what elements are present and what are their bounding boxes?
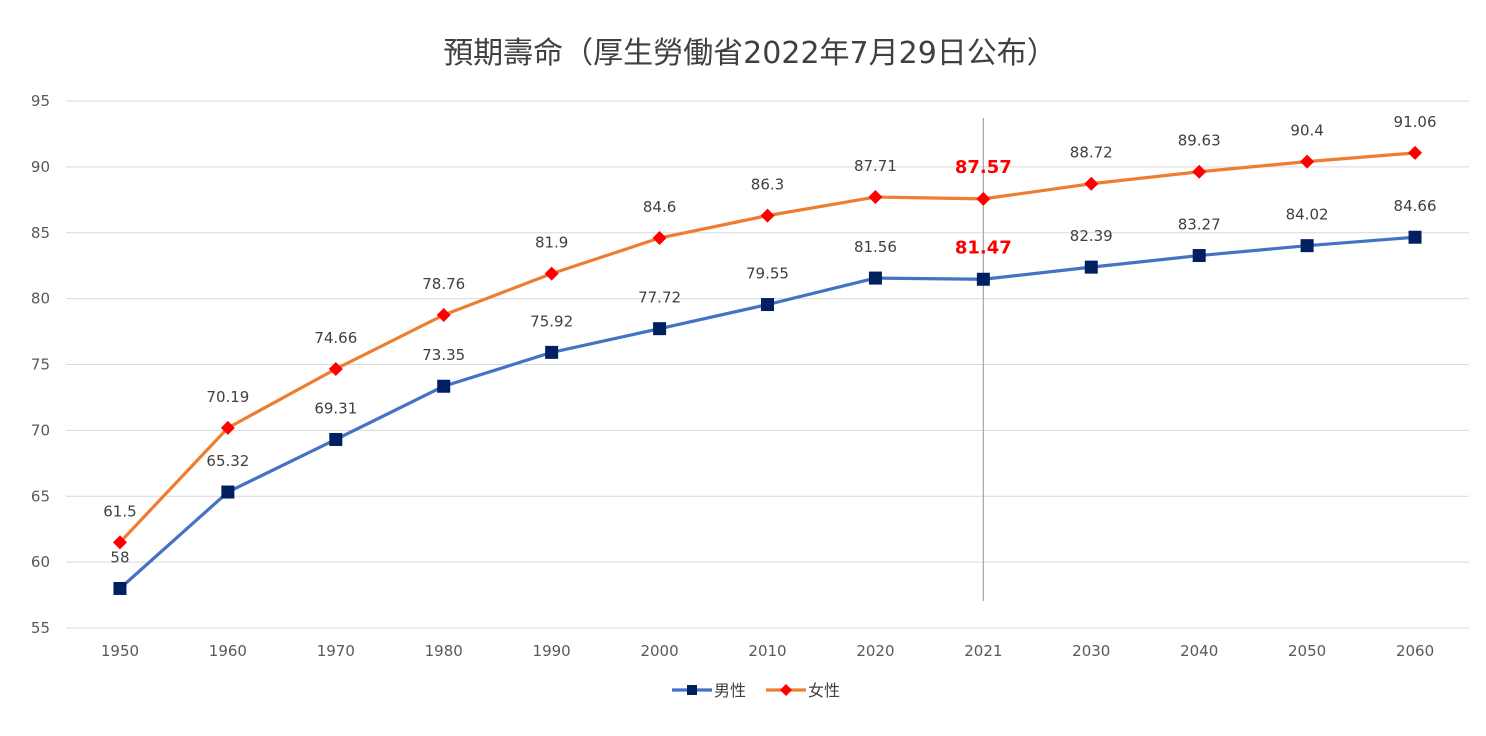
- chart-title: 預期壽命（厚生勞働省2022年7月29日公布）: [443, 36, 1057, 71]
- data-label: 78.76: [422, 275, 465, 293]
- data-label: 74.66: [314, 329, 357, 347]
- data-point: [436, 307, 451, 322]
- data-point: [1408, 145, 1423, 160]
- data-label: 75.92: [530, 312, 573, 330]
- data-label-layer: 58 65.32 69.31 73.35 75.92 77.72 79.55 81.56 81.…: [103, 113, 1436, 567]
- x-tick-label: 1970: [317, 642, 355, 660]
- y-tick-label: 90: [31, 158, 50, 176]
- data-label: 70.19: [206, 388, 249, 406]
- x-tick-label: 1950: [101, 642, 139, 660]
- data-label: 82.39: [1070, 227, 1113, 245]
- data-point: [868, 190, 883, 205]
- data-point: [761, 298, 774, 312]
- data-point: [437, 379, 451, 393]
- data-label: 87.57: [955, 157, 1012, 178]
- data-label: 90.4: [1290, 122, 1323, 140]
- x-tick-label: 1960: [209, 642, 247, 660]
- data-point: [329, 432, 343, 446]
- y-axis-ticks: 55 60 65 70 75 80 85 90 95: [31, 92, 50, 637]
- data-label: 84.6: [643, 198, 676, 216]
- y-tick-label: 85: [31, 224, 50, 242]
- data-label: 84.02: [1286, 206, 1329, 224]
- data-label: 81.9: [535, 234, 568, 252]
- data-label: 87.71: [854, 157, 897, 175]
- data-point: [220, 420, 235, 435]
- data-point: [653, 322, 667, 336]
- x-tick-label: 2021: [964, 642, 1002, 660]
- data-point: [221, 485, 235, 499]
- x-tick-label: 2030: [1072, 642, 1110, 660]
- data-label: 81.47: [955, 237, 1012, 258]
- x-tick-label: 2020: [856, 642, 894, 660]
- data-point: [760, 208, 775, 223]
- data-label: 83.27: [1178, 216, 1221, 234]
- data-point: [868, 271, 882, 285]
- data-label: 58: [110, 548, 129, 566]
- data-label: 65.32: [206, 452, 249, 470]
- data-label: 91.06: [1394, 113, 1437, 131]
- legend-marker: [687, 685, 697, 695]
- x-tick-label: 1990: [533, 642, 571, 660]
- data-label: 73.35: [422, 346, 465, 364]
- data-point: [1084, 176, 1099, 191]
- x-tick-label: 2010: [748, 642, 786, 660]
- data-point: [1300, 154, 1315, 169]
- data-point: [1084, 260, 1098, 274]
- data-label: 89.63: [1178, 132, 1221, 150]
- y-tick-label: 80: [31, 290, 50, 308]
- y-tick-label: 95: [31, 92, 50, 110]
- data-point: [976, 272, 990, 286]
- y-tick-label: 55: [31, 619, 50, 637]
- data-label: 61.5: [103, 502, 136, 520]
- y-tick-label: 70: [31, 421, 50, 439]
- x-tick-label: 1980: [425, 642, 463, 660]
- data-point: [1300, 239, 1314, 253]
- data-label: 77.72: [638, 289, 681, 307]
- series-layer: [112, 145, 1423, 595]
- legend-label: 男性: [714, 681, 746, 700]
- legend: 男性 女性: [672, 681, 840, 700]
- data-label: 69.31: [314, 399, 357, 417]
- data-label: 81.56: [854, 238, 897, 256]
- x-axis-ticks: 1950 1960 1970 1980 1990 2000 2010 2020 2021 2030…: [101, 642, 1434, 660]
- data-label: 86.3: [751, 176, 784, 194]
- data-point: [1408, 230, 1422, 244]
- y-tick-label: 60: [31, 553, 50, 571]
- data-point: [976, 191, 991, 206]
- data-point: [652, 231, 667, 246]
- data-point: [545, 345, 559, 359]
- data-point: [1192, 164, 1207, 179]
- data-label: 88.72: [1070, 144, 1113, 162]
- legend-marker: [780, 684, 792, 696]
- x-tick-label: 2040: [1180, 642, 1218, 660]
- data-label: 84.66: [1394, 197, 1437, 215]
- data-point: [544, 266, 559, 281]
- data-point: [328, 361, 343, 376]
- y-tick-label: 65: [31, 487, 50, 505]
- data-point: [112, 535, 127, 550]
- data-label: 79.55: [746, 265, 789, 283]
- x-tick-label: 2050: [1288, 642, 1326, 660]
- data-point: [113, 581, 127, 595]
- legend-label: 女性: [808, 681, 840, 700]
- y-tick-label: 75: [31, 356, 50, 374]
- x-tick-label: 2000: [640, 642, 678, 660]
- data-point: [1192, 249, 1206, 263]
- x-tick-label: 2060: [1396, 642, 1434, 660]
